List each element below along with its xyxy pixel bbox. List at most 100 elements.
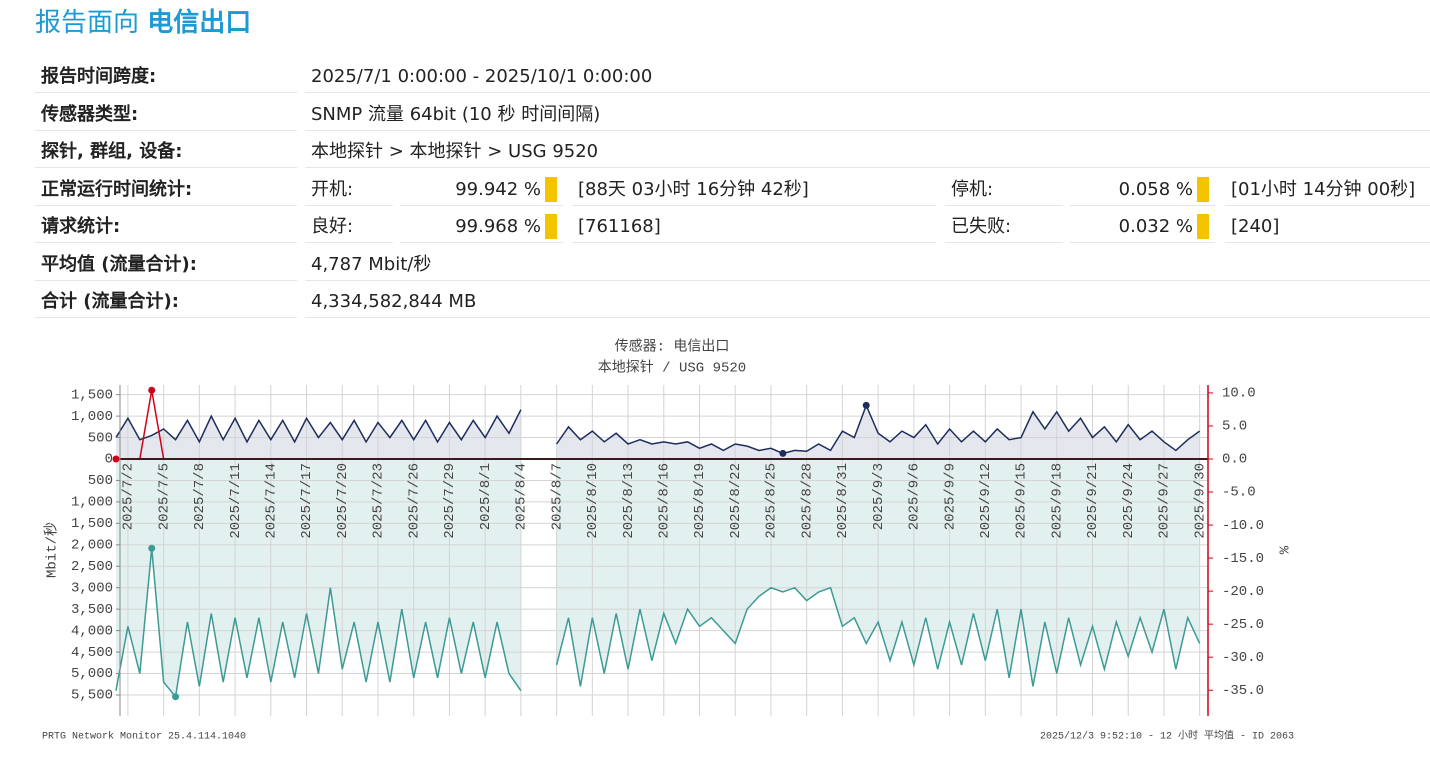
extreme-marker [172, 693, 180, 701]
y-tick-label: 5,500 [71, 688, 113, 704]
x-tick-label: 2025/8/28 [799, 463, 815, 539]
y2-tick-label: -10.0 [1222, 518, 1264, 534]
series-line [555, 586, 1201, 687]
x-tick-label: 2025/7/20 [335, 463, 351, 539]
percent-bar [545, 214, 557, 239]
row-label: 传感器类型: [35, 98, 297, 131]
row-label: 探针, 群组, 设备: [35, 135, 297, 168]
row-value: 本地探针 > 本地探针 > USG 9520 [305, 135, 1430, 168]
y2-tick-label: 0.0 [1222, 452, 1247, 468]
y2-tick-label: -35.0 [1222, 683, 1264, 699]
chart-title: 传感器: 电信出口 [615, 338, 730, 356]
footer-left: PRTG Network Monitor 25.4.114.1040 [42, 731, 246, 743]
extreme-marker [148, 544, 156, 552]
y2-tick-label: -30.0 [1222, 650, 1264, 666]
row-value: [88天 03小时 16分钟 42秒] [572, 173, 936, 206]
x-tick-label: 2025/8/13 [621, 463, 637, 539]
row-label: 正常运行时间统计: [35, 173, 297, 206]
row-label: 报告时间跨度: [35, 60, 297, 93]
chart-subtitle: 本地探针 / USG 9520 [598, 360, 746, 377]
row-value: 开机: [305, 173, 393, 206]
x-tick-label: 2025/7/2 [121, 463, 137, 530]
x-tick-label: 2025/9/27 [1157, 463, 1173, 539]
percent-cell: 99.968 % [400, 210, 563, 243]
x-tick-label: 2025/8/16 [656, 463, 672, 539]
x-tick-label: 2025/9/30 [1192, 463, 1208, 539]
x-tick-label: 2025/8/1 [478, 463, 494, 530]
row-label: 请求统计: [35, 210, 297, 243]
y-tick-label: 1,000 [71, 409, 113, 425]
x-tick-label: 2025/9/24 [1121, 463, 1137, 539]
y2-tick-label: -15.0 [1222, 551, 1264, 567]
y2-tick-label: -20.0 [1222, 584, 1264, 600]
y-tick-label: 3,500 [71, 602, 113, 618]
row-value: SNMP 流量 64bit (10 秒 时间间隔) [305, 98, 1430, 131]
y2-tick-label: 5.0 [1222, 419, 1247, 435]
extreme-marker [148, 386, 156, 394]
x-tick-label: 2025/8/19 [692, 463, 708, 539]
y-tick-label: 500 [88, 430, 113, 446]
x-tick-label: 2025/9/21 [1085, 463, 1101, 539]
x-tick-label: 2025/7/26 [406, 463, 422, 539]
y2-axis-label: % [1278, 545, 1294, 554]
y-axis-label: Mbit/秒 [44, 522, 61, 578]
y-tick-label: 1,000 [71, 495, 113, 511]
x-tick-label: 2025/7/11 [228, 463, 244, 539]
y2-tick-label: 10.0 [1222, 386, 1256, 402]
y-tick-label: 2,500 [71, 559, 113, 575]
x-tick-label: 2025/9/12 [978, 463, 994, 539]
row-value: 停机: [945, 173, 1063, 206]
area-fill [116, 459, 521, 697]
percent-cell: 0.058 % [1070, 173, 1215, 206]
row-value: 2025/7/1 0:00:00 - 2025/10/1 0:00:00 [305, 60, 1430, 93]
percent-bar [1197, 176, 1209, 202]
row-value: 良好: [305, 210, 393, 243]
row-label: 平均值 (流量合计): [35, 248, 297, 281]
percent-bar [1197, 214, 1209, 239]
x-tick-label: 2025/8/25 [764, 463, 780, 539]
x-tick-label: 2025/9/6 [907, 463, 923, 530]
y-tick-label: 4,000 [71, 623, 113, 639]
y2-tick-label: -5.0 [1222, 485, 1256, 501]
y2-tick-label: -25.0 [1222, 617, 1264, 633]
x-tick-label: 2025/8/7 [549, 463, 565, 530]
extreme-marker [112, 455, 120, 463]
y-tick-label: 3,000 [71, 580, 113, 596]
x-tick-label: 2025/9/18 [1049, 463, 1065, 539]
area-fill [116, 409, 521, 460]
x-tick-label: 2025/7/17 [299, 463, 315, 539]
extreme-marker [862, 401, 870, 409]
x-tick-label: 2025/7/14 [264, 463, 280, 539]
row-value: [240] [1225, 210, 1430, 243]
series-line [115, 548, 522, 699]
x-tick-label: 2025/7/8 [192, 463, 208, 530]
row-value: 4,334,582,844 MB [305, 285, 1430, 318]
y-tick-label: 1,500 [71, 387, 113, 403]
footer-right: 2025/12/3 9:52:10 - 12 小时 平均值 - ID 2063 [1040, 729, 1294, 743]
title-name: 电信出口 [147, 8, 252, 38]
series-line [555, 403, 1201, 455]
x-tick-label: 2025/9/15 [1014, 463, 1030, 539]
title-prefix: 报告面向 [35, 8, 140, 38]
x-tick-label: 2025/7/23 [371, 463, 387, 539]
extreme-marker [779, 449, 787, 457]
x-tick-label: 2025/8/4 [514, 463, 530, 530]
x-tick-label: 2025/9/3 [871, 463, 887, 530]
area-fill [556, 405, 1200, 460]
report-title: 报告面向 电信出口 [35, 2, 251, 39]
y-tick-label: 4,500 [71, 645, 113, 661]
x-tick-label: 2025/8/10 [585, 463, 601, 539]
row-value: [761168] [572, 210, 936, 243]
y-tick-label: 500 [88, 473, 113, 489]
y-tick-label: 0 [105, 452, 113, 468]
x-tick-label: 2025/7/5 [156, 463, 172, 530]
row-label: 合计 (流量合计): [35, 285, 297, 318]
y-tick-label: 5,000 [71, 666, 113, 682]
percent-cell: 0.032 % [1070, 210, 1215, 243]
y-tick-label: 1,500 [71, 516, 113, 532]
x-tick-label: 2025/8/31 [835, 463, 851, 539]
percent-cell: 99.942 % [400, 173, 563, 206]
row-value: [01小时 14分钟 00秒] [1225, 173, 1430, 206]
